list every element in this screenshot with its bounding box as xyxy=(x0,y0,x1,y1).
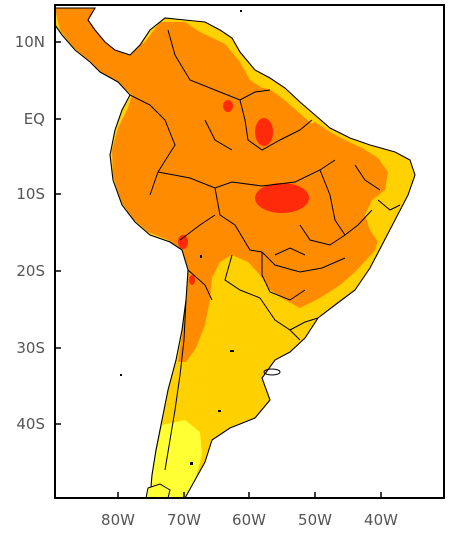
hotspot-amazon-east xyxy=(255,118,273,146)
lon-label-70w: 70W xyxy=(167,511,201,529)
lat-label-30s: 30S xyxy=(16,339,45,357)
region-yellow-east-coast xyxy=(368,152,414,260)
lon-label-40w: 40W xyxy=(364,511,398,529)
lat-label-40s: 40S xyxy=(16,415,45,433)
lat-label-10n: 10N xyxy=(15,33,45,51)
latitude-axis: 10N EQ 10S 20S 30S 40S xyxy=(15,33,61,433)
hotspot-andes-south xyxy=(189,275,195,285)
hotspot-central-brazil xyxy=(255,183,309,213)
region-pale-yellow-patagonia xyxy=(148,420,202,498)
island-marker xyxy=(218,410,221,412)
region-orange xyxy=(55,8,388,362)
lat-label-20s: 20S xyxy=(16,262,45,280)
lat-label-eq: EQ xyxy=(24,110,45,128)
lon-label-60w: 60W xyxy=(232,511,266,529)
region-yellow-amazon-coast xyxy=(240,52,320,124)
tierra-del-fuego xyxy=(145,483,171,498)
lon-label-80w: 80W xyxy=(101,511,135,529)
island-marker xyxy=(190,462,193,465)
falklands-island xyxy=(263,368,281,376)
country-borders xyxy=(129,29,401,471)
coastline xyxy=(55,7,416,498)
hotspot-andes xyxy=(178,235,188,249)
island-marker xyxy=(120,374,122,376)
lon-label-50w: 50W xyxy=(298,511,332,529)
island-marker xyxy=(230,350,234,352)
island-marker xyxy=(240,10,242,12)
longitude-axis: 80W 70W 60W 50W 40W xyxy=(101,492,398,529)
island-marker xyxy=(200,255,202,258)
lat-label-10s: 10S xyxy=(16,185,45,203)
hotspot-amazon-north xyxy=(223,100,233,112)
